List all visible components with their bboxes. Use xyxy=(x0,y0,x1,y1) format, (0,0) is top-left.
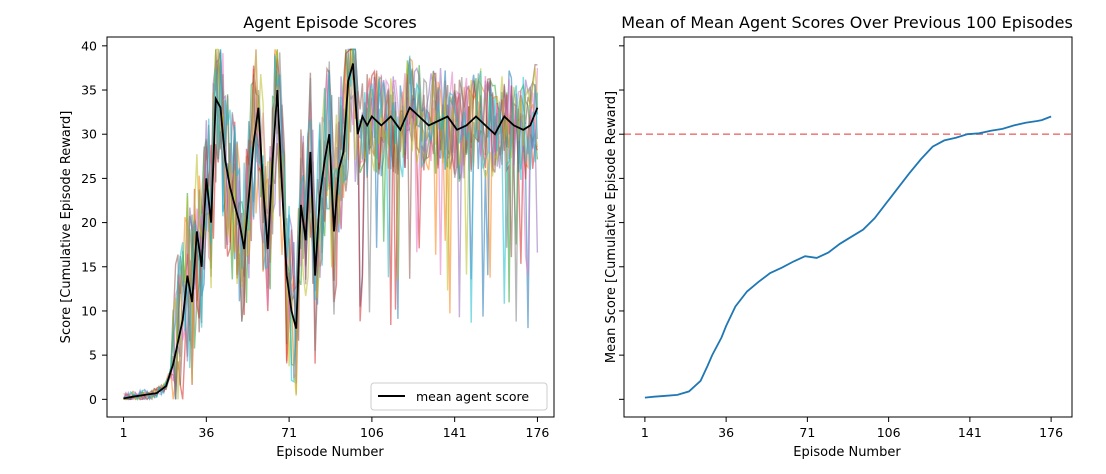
x-tick-label: 141 xyxy=(443,425,467,440)
rolling-mean-chart: Mean of Mean Agent Scores Over Previous … xyxy=(604,13,1073,460)
x-tick-label: 36 xyxy=(198,425,214,440)
axes-frame xyxy=(106,36,555,418)
agent-score-line xyxy=(123,48,539,402)
y-tick-label: 5 xyxy=(89,348,97,363)
legend-label: mean agent score xyxy=(416,389,529,404)
y-tick-label: 35 xyxy=(81,83,97,98)
series-layer xyxy=(644,115,1052,399)
x-tick-label: 106 xyxy=(360,425,384,440)
y-axis-ticks xyxy=(619,45,624,400)
x-axis-ticks: 1 36 71 106 141 176 xyxy=(641,417,1063,440)
y-axis-ticks: 0 5 10 15 20 25 30 35 40 xyxy=(81,38,107,407)
y-tick-label: 10 xyxy=(81,303,97,318)
agent-score-line xyxy=(123,48,539,400)
mean-series-layer xyxy=(123,63,539,400)
x-tick-label: 1 xyxy=(120,425,128,440)
x-tick-label: 176 xyxy=(1039,425,1063,440)
x-tick-label: 71 xyxy=(799,425,815,440)
x-tick-label: 1 xyxy=(641,425,649,440)
y-tick-label: 40 xyxy=(81,38,97,53)
legend-box xyxy=(370,382,548,411)
y-axis-label: Mean Score [Cumulative Episode Reward] xyxy=(604,91,619,363)
y-tick-label: 15 xyxy=(81,259,97,274)
x-axis-label: Episode Number xyxy=(276,445,384,460)
x-tick-label: 106 xyxy=(877,425,901,440)
legend: mean agent score xyxy=(370,382,548,411)
chart-title: Agent Episode Scores xyxy=(243,13,417,32)
y-tick-label: 25 xyxy=(81,171,97,186)
x-tick-label: 176 xyxy=(526,425,550,440)
axes-frame xyxy=(623,36,1073,418)
x-tick-label: 141 xyxy=(958,425,982,440)
mean-agent-score-line xyxy=(123,63,539,400)
agent-score-line xyxy=(123,48,538,401)
x-axis-ticks: 1 36 71 106 141 176 xyxy=(120,417,550,440)
y-tick-label: 20 xyxy=(81,215,97,230)
x-tick-label: 36 xyxy=(718,425,734,440)
y-tick-label: 30 xyxy=(81,127,97,142)
x-tick-label: 71 xyxy=(281,425,297,440)
agent-scores-chart: Agent Episode Scores 1 36 71 106 141 176 0 5 10… xyxy=(59,13,555,460)
y-tick-label: 0 xyxy=(89,392,97,407)
rolling-mean-line xyxy=(644,115,1052,399)
x-axis-label: Episode Number xyxy=(793,445,901,460)
y-axis-label: Score [Cumulative Episode Reward] xyxy=(59,111,74,344)
chart-title: Mean of Mean Agent Scores Over Previous … xyxy=(621,13,1073,32)
